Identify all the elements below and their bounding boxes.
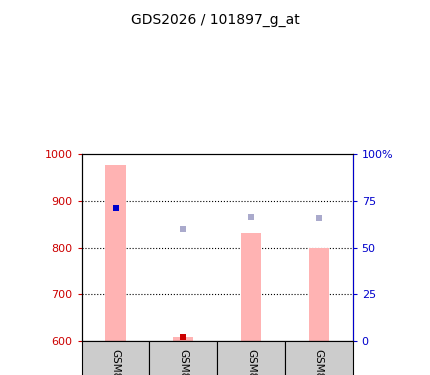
Text: GSM85212: GSM85212 [246, 350, 256, 375]
Text: GDS2026 / 101897_g_at: GDS2026 / 101897_g_at [131, 13, 299, 27]
Text: GSM85211: GSM85211 [111, 350, 120, 375]
Bar [285, 341, 353, 375]
Bar [150, 341, 217, 375]
Bar [241, 233, 261, 341]
Bar [82, 341, 150, 375]
Text: GSM85214: GSM85214 [314, 350, 324, 375]
Bar [217, 341, 285, 375]
Bar [105, 165, 126, 341]
Bar [309, 248, 329, 341]
Text: GSM85213: GSM85213 [178, 350, 188, 375]
Bar [173, 337, 194, 341]
